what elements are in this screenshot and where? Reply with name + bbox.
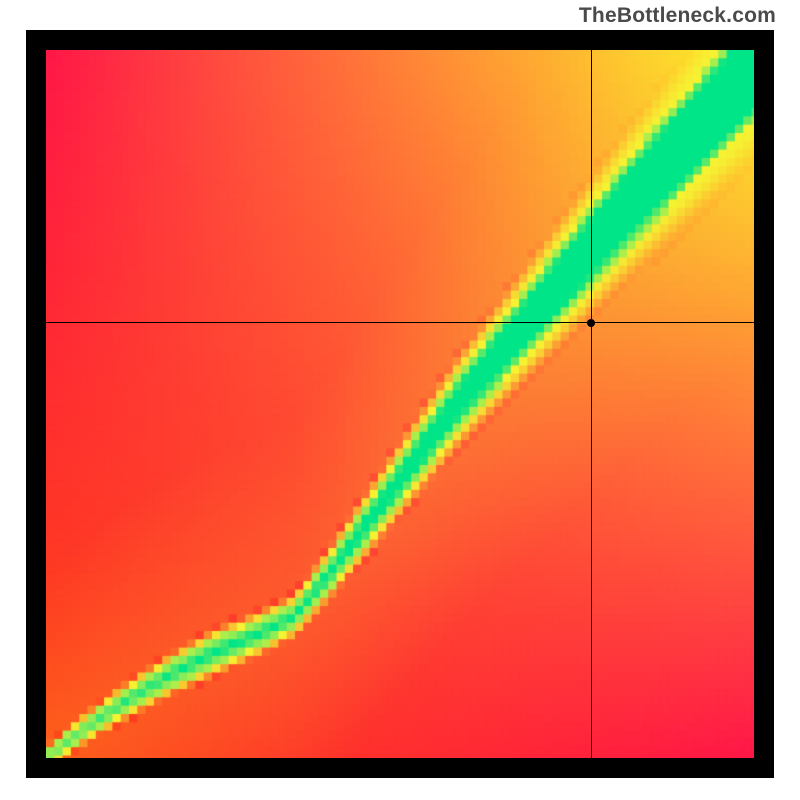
crosshair-vertical <box>591 50 592 758</box>
plot-frame <box>26 30 774 778</box>
watermark: TheBottleneck.com <box>579 4 776 28</box>
heatmap-canvas <box>46 50 754 758</box>
marker-point <box>587 319 595 327</box>
heatmap-plot <box>46 50 754 758</box>
crosshair-horizontal <box>46 322 754 323</box>
